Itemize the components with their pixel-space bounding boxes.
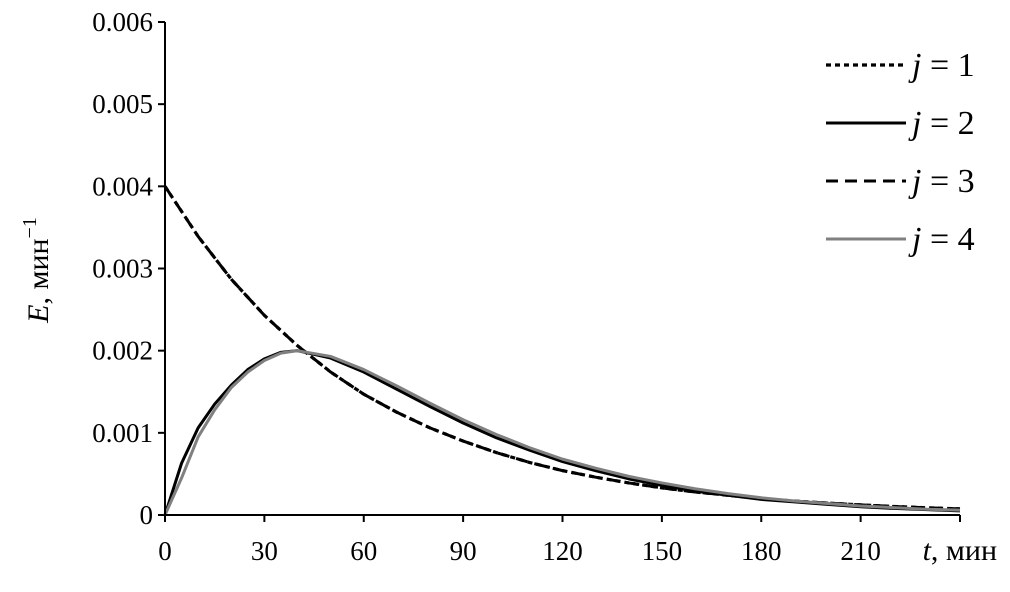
x-tick-label: 180: [741, 536, 782, 566]
series-line-j2: [163, 349, 961, 516]
legend-label: j = 1: [908, 47, 975, 84]
x-tick-label: 30: [251, 536, 278, 566]
legend-item: j = 2: [826, 105, 975, 142]
legend-label: j = 3: [908, 163, 975, 200]
y-tick-label: 0.003: [92, 254, 153, 284]
plot-area: [163, 185, 961, 516]
legend-label: j = 2: [908, 105, 975, 142]
x-tick-label: 150: [642, 536, 683, 566]
legend-item: j = 4: [826, 221, 975, 258]
y-tick-label: 0.005: [92, 89, 153, 119]
x-tick-label: 120: [542, 536, 583, 566]
x-tick-label: 90: [450, 536, 477, 566]
series-line-j4: [163, 349, 961, 516]
legend-item: j = 1: [826, 47, 975, 84]
y-tick-label: 0.004: [92, 171, 153, 201]
x-axis-ticks: 0 30 60 90 120 150 180 210: [158, 515, 961, 566]
x-tick-label: 210: [840, 536, 881, 566]
y-tick-label: 0: [140, 500, 154, 530]
legend-label: j = 4: [908, 221, 975, 258]
y-tick-label: 0.002: [92, 336, 153, 366]
x-axis-title: t, мин: [923, 534, 997, 567]
x-tick-label: 0: [158, 536, 172, 566]
y-tick-label: 0.001: [92, 418, 153, 448]
x-tick-label: 60: [350, 536, 377, 566]
legend-item: j = 3: [826, 163, 975, 200]
y-axis-ticks: 0 0.001 0.002 0.003 0.004 0.005 0.006: [92, 7, 165, 530]
y-tick-label: 0.006: [92, 7, 153, 37]
y-axis-title: E, мин−1: [19, 217, 55, 324]
legend: j = 1 j = 2 j = 3 j = 4: [826, 47, 975, 258]
